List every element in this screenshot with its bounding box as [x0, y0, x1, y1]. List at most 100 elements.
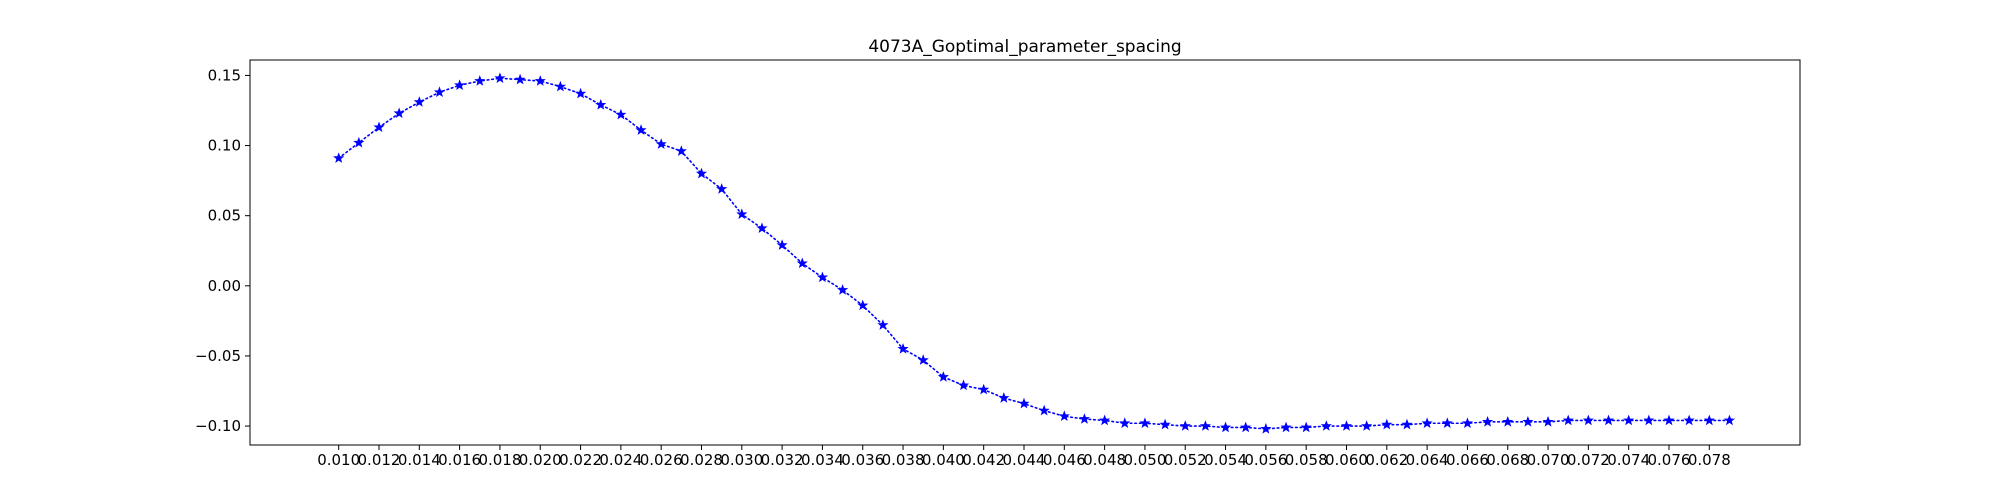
data-point — [1260, 423, 1272, 434]
chart-title: 4073A_Goptimal_parameter_spacing — [868, 37, 1181, 57]
data-point — [1683, 414, 1695, 426]
data-point — [1602, 414, 1615, 426]
x-tick-label: 0.026 — [640, 451, 683, 469]
x-tick-label: 0.042 — [962, 451, 1005, 469]
data-point — [454, 79, 466, 90]
x-tick-label: 0.062 — [1365, 451, 1408, 469]
data-point — [1522, 416, 1534, 427]
data-point — [554, 80, 566, 92]
data-point — [1099, 414, 1111, 426]
y-tick-label: 0.15 — [208, 66, 241, 84]
data-point — [897, 343, 909, 354]
data-point — [816, 271, 829, 283]
data-point — [1643, 414, 1655, 426]
data-point — [1119, 417, 1131, 429]
series-layer — [333, 72, 1736, 434]
data-point — [1058, 410, 1070, 421]
x-tick-label: 0.068 — [1486, 451, 1529, 469]
data-point — [1159, 418, 1171, 430]
data-point — [716, 183, 728, 194]
data-point — [776, 239, 788, 250]
x-tick-label: 0.032 — [761, 451, 804, 469]
data-point — [1320, 420, 1332, 431]
x-tick-label: 0.074 — [1607, 451, 1650, 469]
data-point — [635, 124, 647, 135]
x-tick-label: 0.010 — [317, 451, 360, 469]
data-point — [1582, 414, 1594, 426]
data-point — [695, 167, 708, 179]
data-point — [655, 138, 667, 149]
data-point — [1542, 416, 1554, 427]
data-point — [514, 73, 526, 85]
data-point — [1703, 414, 1715, 426]
data-point — [1663, 414, 1675, 426]
x-tick-label: 0.044 — [1003, 451, 1046, 469]
data-point — [1078, 413, 1091, 424]
data-point — [1441, 417, 1453, 429]
x-tick-label: 0.054 — [1204, 451, 1247, 469]
y-tick-label: 0.05 — [208, 207, 241, 225]
x-tick-label: 0.046 — [1043, 451, 1086, 469]
x-tick-label: 0.038 — [882, 451, 925, 469]
data-point — [957, 379, 970, 391]
x-tick-label: 0.078 — [1688, 451, 1731, 469]
y-tick-label: 0.10 — [208, 137, 241, 155]
data-point — [1179, 420, 1191, 431]
data-point — [595, 99, 607, 110]
x-tick-label: 0.048 — [1083, 451, 1126, 469]
data-point — [917, 354, 929, 365]
data-point — [1361, 420, 1373, 431]
data-point — [675, 145, 687, 156]
data-point — [756, 222, 768, 234]
y-tick-label: −0.10 — [195, 417, 241, 435]
x-tick-label: 0.036 — [841, 451, 884, 469]
x-tick-label: 0.050 — [1123, 451, 1166, 469]
x-tick-label: 0.014 — [398, 451, 441, 469]
x-tick-label: 0.028 — [680, 451, 723, 469]
x-tick-label: 0.040 — [922, 451, 965, 469]
x-tick-label: 0.034 — [801, 451, 844, 469]
data-point — [1199, 420, 1211, 431]
data-point — [353, 136, 365, 148]
x-tick-label: 0.052 — [1164, 451, 1207, 469]
x-tick-label: 0.012 — [358, 451, 401, 469]
x-tick-label: 0.058 — [1285, 451, 1328, 469]
data-point — [393, 107, 405, 119]
data-point — [1461, 417, 1473, 429]
x-tick-label: 0.030 — [720, 451, 763, 469]
x-tick-label: 0.060 — [1325, 451, 1368, 469]
data-point — [837, 284, 849, 295]
data-point — [574, 87, 587, 99]
x-tick-label: 0.020 — [519, 451, 562, 469]
data-point — [1482, 416, 1494, 427]
data-point — [877, 319, 889, 330]
data-point — [1240, 421, 1252, 433]
data-point — [978, 383, 990, 395]
data-point — [534, 75, 546, 86]
data-point — [413, 96, 425, 107]
data-point — [1401, 418, 1413, 430]
x-tick-label: 0.018 — [478, 451, 521, 469]
data-point — [1562, 414, 1574, 426]
x-tick-label: 0.076 — [1648, 451, 1691, 469]
data-point — [373, 121, 385, 133]
data-point — [1502, 416, 1514, 427]
data-point — [1381, 418, 1393, 430]
data-point — [998, 392, 1010, 403]
x-tick-label: 0.022 — [559, 451, 602, 469]
data-point — [857, 299, 869, 311]
x-tick-label: 0.016 — [438, 451, 481, 469]
y-tick-label: 0.00 — [208, 277, 241, 295]
data-point — [494, 72, 506, 83]
data-point — [1300, 421, 1312, 433]
x-tick-label: 0.072 — [1567, 451, 1610, 469]
data-point — [474, 75, 486, 86]
plot-frame — [249, 59, 1801, 446]
x-tick-label: 0.024 — [599, 451, 642, 469]
data-point — [1139, 417, 1151, 429]
x-tick-label: 0.064 — [1406, 451, 1449, 469]
x-tick-label: 0.070 — [1527, 451, 1570, 469]
